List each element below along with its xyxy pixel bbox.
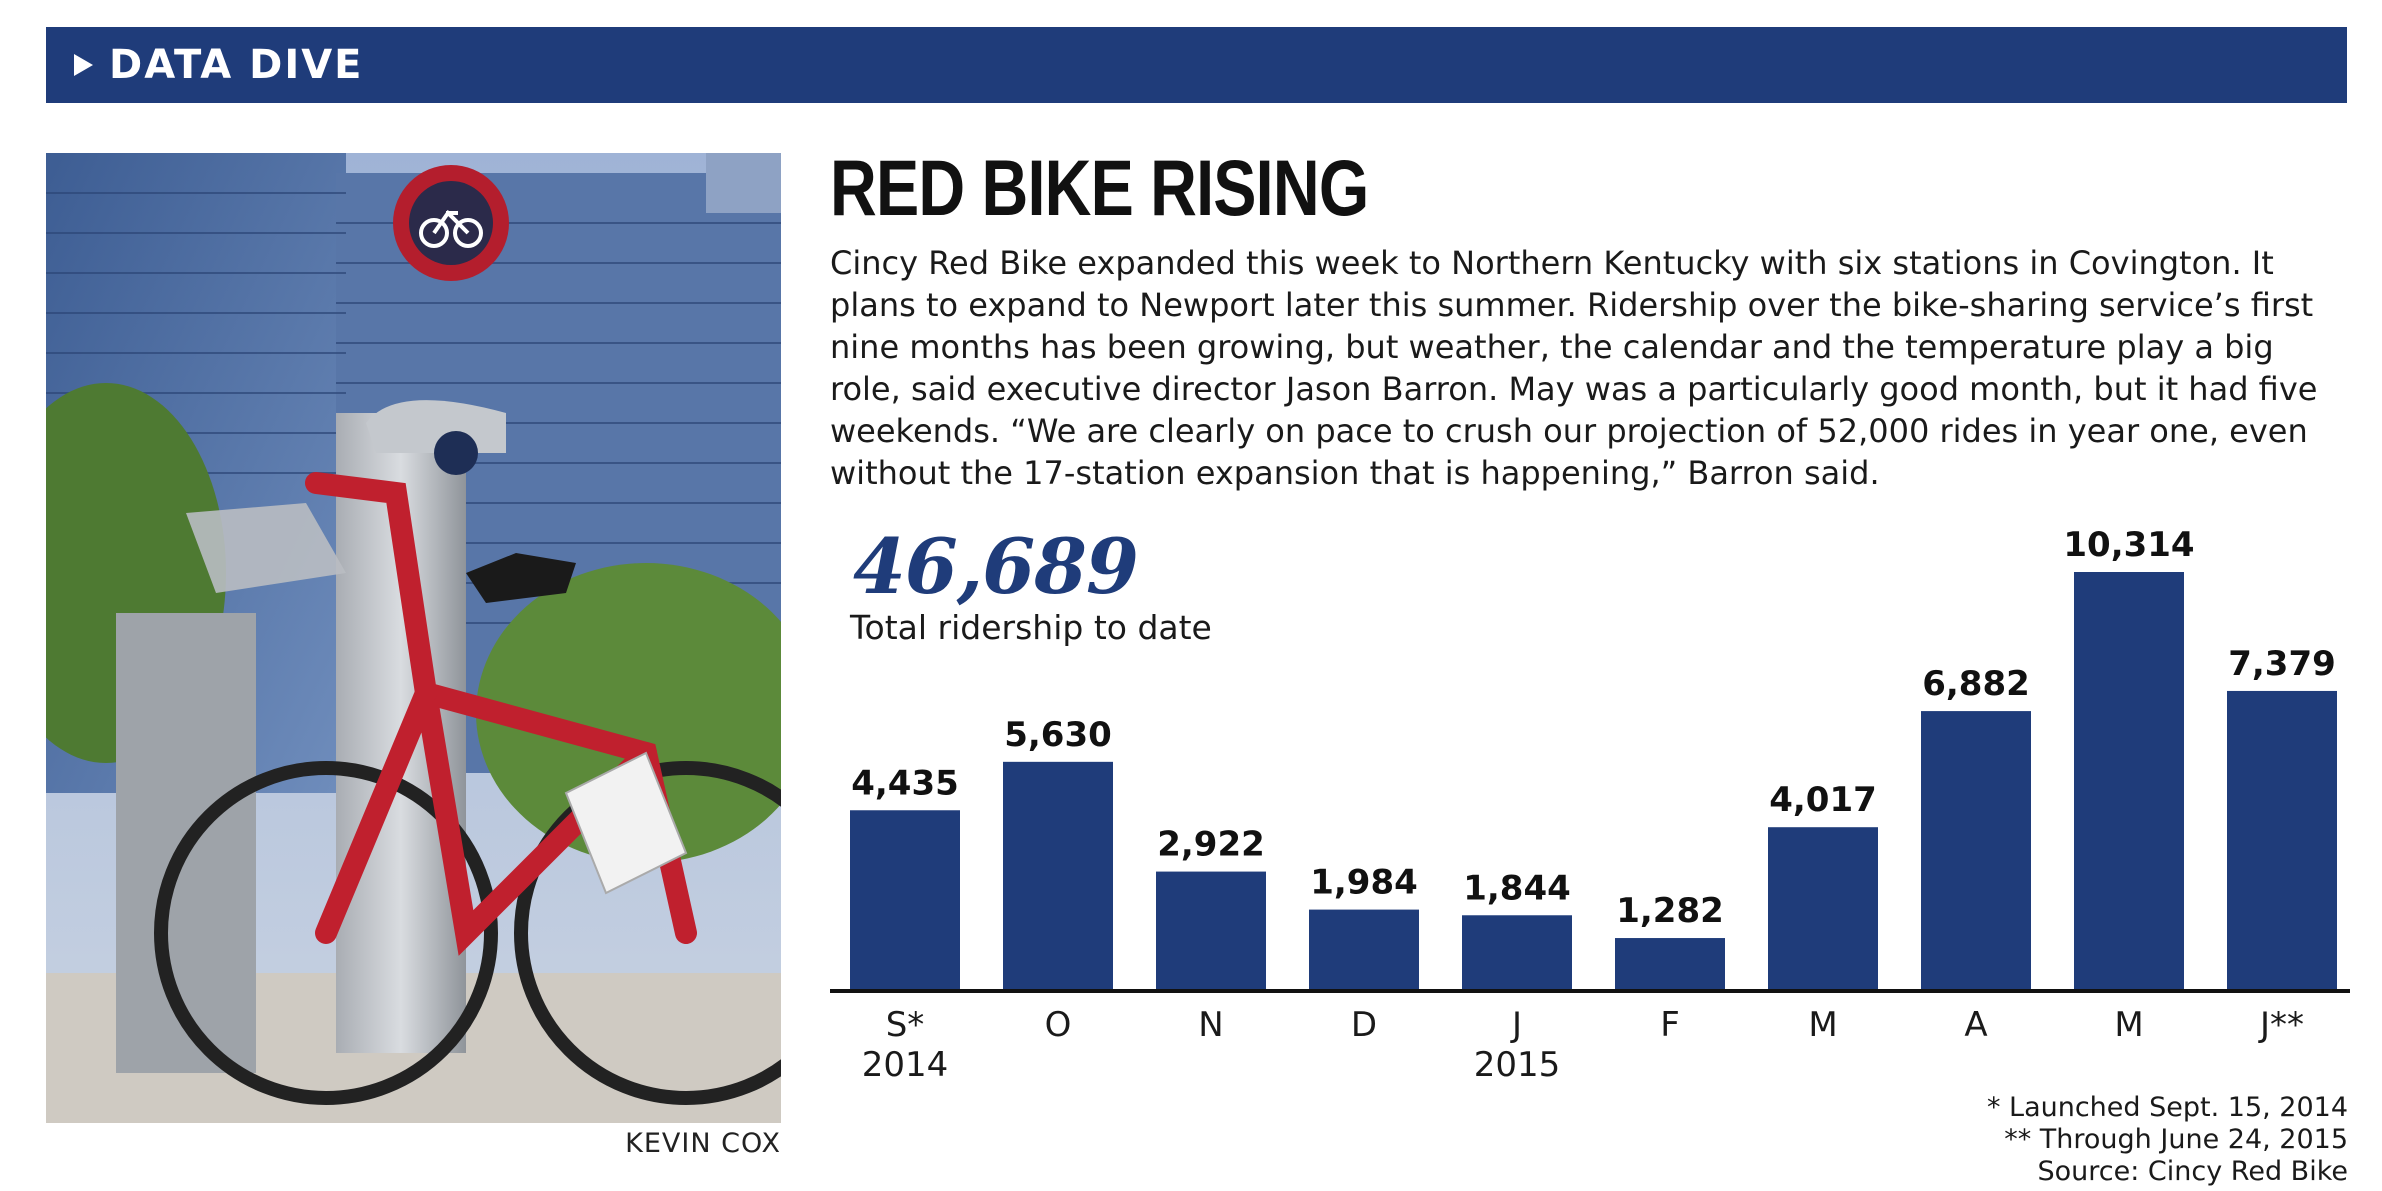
photo-credit: KEVIN COX xyxy=(625,1128,781,1159)
footnotes: * Launched Sept. 15, 2014 ** Through Jun… xyxy=(1987,1092,2348,1188)
x-tick-label-0: S* xyxy=(886,1005,925,1045)
bar-9 xyxy=(2227,690,2337,990)
x-tick-label-5: F xyxy=(1660,1005,1680,1045)
x-tick-label-7: A xyxy=(1964,1005,1987,1045)
bar-value-label-5: 1,282 xyxy=(1616,891,1724,931)
x-tick-label-1: O xyxy=(1045,1005,1072,1045)
year-label-1: 2015 xyxy=(1474,1045,1561,1080)
bar-7 xyxy=(1921,711,2031,990)
x-tick-label-6: M xyxy=(1808,1005,1837,1045)
bar-0 xyxy=(850,810,960,990)
bike-station-photo xyxy=(46,153,781,1123)
banner-label: DATA DIVE xyxy=(109,42,364,88)
bar-4 xyxy=(1462,915,1572,990)
x-tick-label-2: N xyxy=(1198,1005,1223,1045)
footnote-launched: * Launched Sept. 15, 2014 xyxy=(1986,1092,2348,1123)
play-triangle-icon xyxy=(74,54,93,76)
x-tick-label-3: D xyxy=(1351,1005,1377,1045)
year-label-0: 2014 xyxy=(862,1045,949,1080)
page-title: RED BIKE RISING xyxy=(830,143,1369,232)
bar-1 xyxy=(1003,761,1113,990)
bar-3 xyxy=(1309,909,1419,990)
x-tick-label-8: M xyxy=(2114,1005,2143,1045)
x-tick-label-4: J xyxy=(1510,1005,1522,1045)
intro-paragraph: Cincy Red Bike expanded this week to Nor… xyxy=(830,244,2318,492)
bar-value-label-7: 6,882 xyxy=(1922,664,2030,704)
section-banner: DATA DIVE xyxy=(46,27,2347,103)
bar-value-label-1: 5,630 xyxy=(1004,715,1112,755)
x-tick-label-9: J** xyxy=(2258,1005,2304,1045)
bar-6 xyxy=(1768,827,1878,990)
bar-value-label-4: 1,844 xyxy=(1463,868,1571,908)
bar-value-label-0: 4,435 xyxy=(851,763,959,803)
bar-value-label-8: 10,314 xyxy=(2063,525,2194,565)
ridership-bar-chart: 4,435 S* 5,630 O 2,922 N 1,984 D 1,844 J 1,282 F 4,0… xyxy=(830,520,2350,1080)
total-ridership-value: 46,689 xyxy=(853,522,1139,611)
bar-2 xyxy=(1156,871,1266,990)
total-ridership-label: Total ridership to date xyxy=(850,608,1212,647)
bar-value-label-3: 1,984 xyxy=(1310,863,1418,903)
bar-value-label-9: 7,379 xyxy=(2228,644,2336,684)
bar-value-label-2: 2,922 xyxy=(1157,825,1265,865)
footnote-through: ** Through June 24, 2015 xyxy=(2004,1124,2348,1155)
bar-8 xyxy=(2074,572,2184,990)
bar-value-label-6: 4,017 xyxy=(1769,780,1877,820)
bar-5 xyxy=(1615,938,1725,990)
source-note: Source: Cincy Red Bike xyxy=(2037,1156,2348,1187)
